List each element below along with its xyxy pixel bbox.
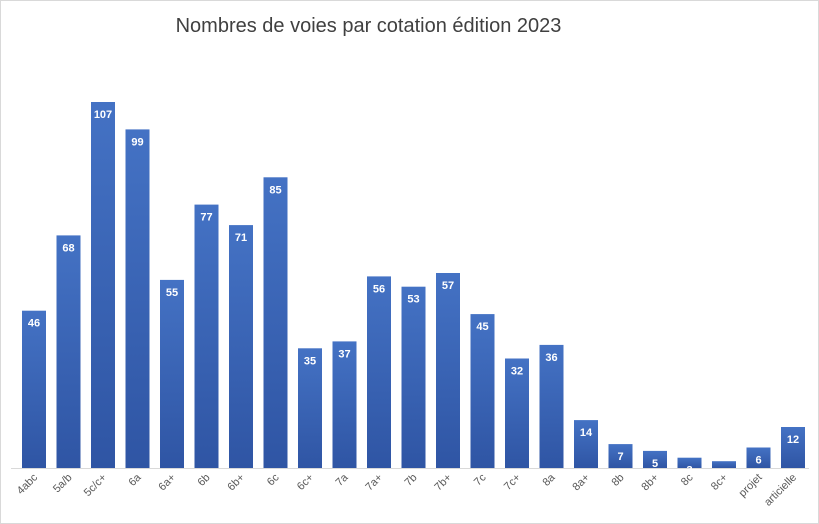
data-label-6b: 71 <box>235 232 247 244</box>
bar-4abc <box>22 310 46 468</box>
x-tick-7c: 7c <box>472 471 489 488</box>
bar-8b <box>643 450 667 468</box>
bar-7a <box>367 276 391 468</box>
x-tick-7a: 7a+ <box>363 472 385 494</box>
x-tick-6a: 6a+ <box>156 472 178 494</box>
data-label-7b: 57 <box>442 280 454 292</box>
data-label-4abc: 46 <box>28 318 40 330</box>
bar-7b <box>401 286 426 468</box>
bar-6a <box>125 129 150 468</box>
data-label-projet: 6 <box>755 455 761 467</box>
bar-8c <box>677 457 702 468</box>
data-label-6a: 99 <box>131 136 143 148</box>
bar-6b <box>194 204 219 468</box>
bar-6c <box>263 177 288 469</box>
x-tick-4abc: 4abc <box>15 471 41 497</box>
data-label-5c-c: 107 <box>94 109 112 121</box>
bars-layer <box>22 102 805 469</box>
data-label-7c: 32 <box>511 366 523 378</box>
data-label-8b: 7 <box>617 451 623 463</box>
bar-7c <box>505 358 529 468</box>
bar-8b <box>608 444 633 468</box>
x-tick-articielle: articielle <box>762 472 799 509</box>
bar-5a-b <box>56 235 81 468</box>
data-label-8c: 3 <box>686 465 692 477</box>
x-tick-6c: 6c+ <box>295 472 316 493</box>
data-label-articielle: 12 <box>787 434 799 446</box>
x-tick-6a: 6a <box>126 471 144 489</box>
bar-5c-c <box>91 102 115 468</box>
data-label-6b: 77 <box>200 212 212 224</box>
x-tick-7b: 7b <box>402 472 419 489</box>
data-label-7b: 53 <box>407 294 419 306</box>
x-tick-projet: projet <box>737 472 765 500</box>
bar-7b <box>436 273 460 468</box>
data-label-7a: 56 <box>373 283 385 295</box>
x-tick-8a: 8a <box>540 471 558 489</box>
x-tick-8b: 8b <box>609 472 626 489</box>
data-label-7c: 45 <box>476 321 488 333</box>
data-label-8b: 5 <box>652 458 658 470</box>
data-label-6c: 35 <box>304 355 316 367</box>
x-tick-6b: 6b <box>195 472 212 489</box>
chart-title: Nombres de voies par cotation édition 20… <box>175 15 562 37</box>
x-tick-7b: 7b+ <box>432 472 454 494</box>
data-label-8a: 36 <box>545 352 557 364</box>
bar-6b <box>229 225 253 468</box>
x-tick-8a: 8a+ <box>570 472 592 494</box>
bar-articielle <box>781 427 805 468</box>
data-label-8c: 2 <box>721 468 727 480</box>
data-label-6c: 85 <box>269 184 281 196</box>
data-label-7a: 37 <box>338 348 350 360</box>
bar-6c <box>298 348 322 468</box>
x-tick-6c: 6c <box>265 471 282 488</box>
bar-projet <box>746 447 771 468</box>
x-tick-5a-b: 5a/b <box>51 472 75 496</box>
x-tick-8c: 8c <box>679 471 696 488</box>
bar-7c <box>470 314 495 468</box>
bar-8a <box>539 344 564 468</box>
x-tick-7a: 7a <box>333 471 351 489</box>
data-label-6a: 55 <box>166 287 178 299</box>
x-tick-5c-c: 5c/c+ <box>82 472 109 499</box>
x-tick-6b: 6b+ <box>225 472 247 494</box>
x-tick-8b: 8b+ <box>639 472 661 494</box>
bar-8a <box>574 420 598 468</box>
bar-8c <box>712 461 736 468</box>
data-label-5a-b: 68 <box>62 242 74 254</box>
bar-7a <box>332 341 357 468</box>
x-tick-labels-layer: 4abc 5a/b 5c/c+ 6a 6a+ 6b 6b+ 6c 6c+ 7a 7a+ 7b 7b+ 7c… <box>15 471 799 509</box>
x-tick-7c: 7c+ <box>502 472 523 493</box>
data-label-8a: 14 <box>580 427 593 439</box>
bar-6a <box>160 279 184 468</box>
